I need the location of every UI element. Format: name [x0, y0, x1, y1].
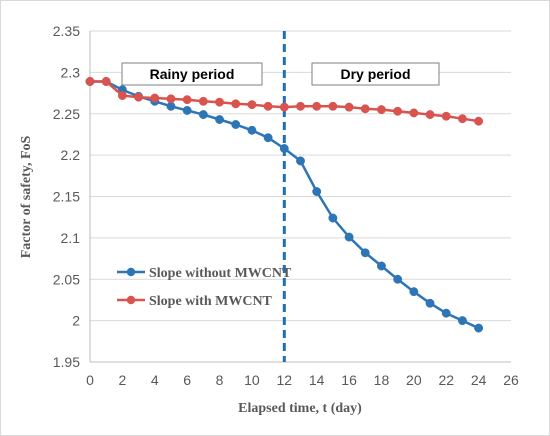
series-0-point [344, 232, 354, 242]
series-0-point [360, 248, 370, 258]
legend-label: Slope with MWCNT [149, 294, 273, 309]
gridlines [90, 30, 511, 322]
series-1-point [263, 101, 273, 111]
series-0-point [457, 316, 467, 326]
series-1-point [296, 101, 305, 111]
series-1-point [117, 91, 127, 100]
series-1-point [231, 99, 241, 109]
series-0-point [425, 298, 435, 308]
dry-period-box [311, 62, 440, 86]
series-1-point [215, 97, 224, 107]
y-tick-label: 2.3 [61, 64, 81, 80]
series-1-point [101, 77, 111, 86]
series-1-point [441, 111, 451, 121]
y-tick-labels: 1.95 2 2.05 2.1 2.15 2.2 2.25 2.3 2.35 [53, 23, 80, 370]
series-1-point [344, 102, 354, 112]
y-tick-label: 2.15 [53, 189, 80, 205]
x-tick-label: 0 [86, 372, 94, 388]
series-0-point [474, 323, 484, 333]
series-1-point [279, 102, 289, 112]
y-tick-label: 2.2 [61, 147, 81, 163]
series-1-point [360, 104, 370, 114]
x-tick-label: 6 [183, 372, 191, 388]
series-0-point [182, 105, 192, 115]
series-1-point [312, 101, 322, 111]
x-axis-title: Elapsed time, t (day) [238, 401, 362, 416]
x-tick-label: 10 [244, 372, 260, 388]
y-tick-label: 1.95 [53, 354, 80, 370]
series-1-point [247, 100, 257, 110]
legend: Slope without MWCNT Slope with MWCNT [117, 266, 292, 309]
series-0-point [279, 144, 289, 153]
series-0-point [328, 213, 338, 223]
period-annotations: Rainy period Dry period [121, 62, 440, 86]
series-1-point [198, 96, 208, 106]
y-tick-label: 2.25 [53, 106, 80, 122]
axes [89, 31, 511, 363]
series-0-point [312, 187, 322, 196]
x-tick-label: 22 [438, 372, 454, 388]
x-tick-label: 18 [374, 372, 390, 388]
y-tick-label: 2 [72, 313, 80, 329]
series-1-point [474, 116, 484, 126]
series-0-point [166, 101, 176, 111]
series-1-point [328, 101, 338, 111]
series-0-point [441, 308, 451, 318]
series-1-point [182, 95, 192, 105]
series-1-point [409, 108, 419, 118]
x-tick-labels: 0 2 4 6 8 10 12 14 16 18 20 22 24 26 [86, 372, 519, 388]
x-tick-label: 2 [118, 372, 126, 388]
dry-period-label: Dry period [340, 66, 410, 82]
series-0-point [296, 156, 305, 166]
series-1-point [85, 77, 95, 86]
x-tick-label: 16 [341, 372, 357, 388]
x-tick-label: 20 [406, 372, 422, 388]
rainy-period-label: Rainy period [150, 66, 235, 82]
y-tick-label: 2.05 [53, 271, 80, 287]
series-1-point [150, 93, 160, 103]
series-1-point [166, 94, 176, 104]
series-1-point [134, 92, 144, 102]
series-0-point [409, 287, 419, 297]
series-0-point [263, 133, 273, 143]
series-1-point [377, 105, 386, 115]
y-tick-label: 2.1 [61, 230, 81, 246]
legend-label: Slope without MWCNT [149, 266, 292, 281]
x-tick-label: 12 [277, 372, 293, 388]
x-tick-label: 24 [471, 372, 487, 388]
series-group [85, 77, 484, 333]
series-1-point [457, 114, 467, 124]
series-1-point [393, 106, 403, 116]
series-0-point [393, 274, 403, 284]
series-0-point [377, 261, 386, 271]
y-axis-title: Factor of safety, FoS [19, 135, 34, 258]
series-0-point [247, 125, 257, 135]
x-tick-label: 26 [503, 372, 519, 388]
series-0-point [231, 120, 241, 129]
series-0-point [198, 110, 208, 120]
series-1-point [425, 110, 435, 120]
x-tick-label: 4 [151, 372, 159, 388]
legend-swatch-marker [126, 295, 136, 305]
x-tick-label: 14 [309, 372, 325, 388]
legend-swatch-marker [126, 267, 136, 277]
x-tick-label: 8 [216, 372, 224, 388]
series-0-point [215, 115, 224, 124]
rainy-period-box [121, 62, 263, 86]
y-tick-label: 2.35 [53, 23, 80, 39]
